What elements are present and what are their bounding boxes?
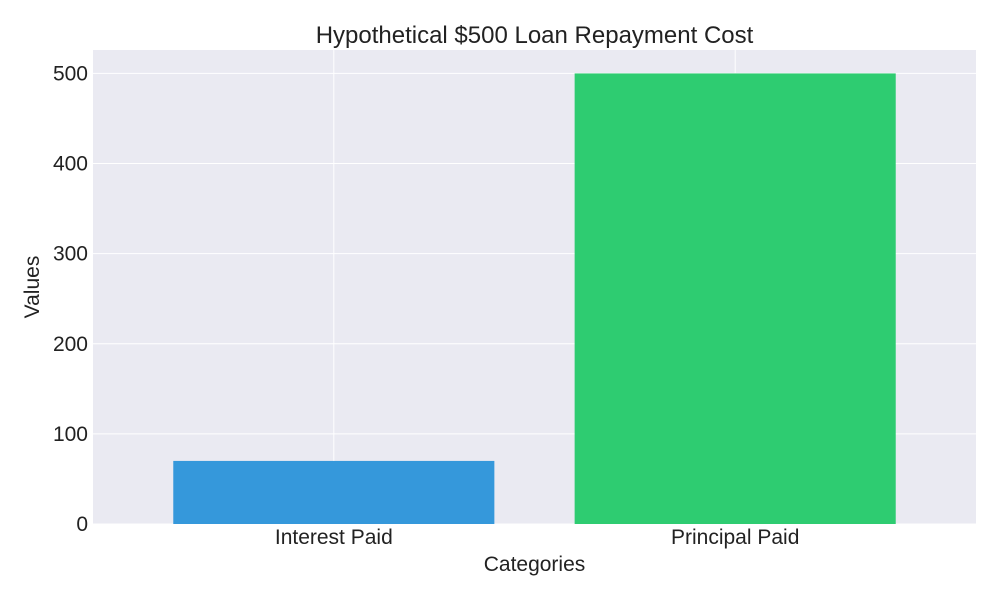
y-tick-label: 100 — [53, 423, 88, 446]
y-axis-label: Values — [21, 256, 44, 319]
bar-interest-paid — [173, 460, 495, 524]
y-tick-label: 400 — [53, 153, 88, 176]
x-tick-label: Interest Paid — [275, 526, 393, 549]
y-tick-label: 200 — [53, 333, 88, 356]
x-tick-label: Principal Paid — [671, 526, 799, 549]
y-tick-label: 500 — [53, 62, 88, 85]
y-tick-label: 300 — [53, 243, 88, 266]
y-tick-label: 0 — [76, 513, 88, 536]
chart-title: Hypothetical $500 Loan Repayment Cost — [316, 22, 754, 49]
x-tick-labels: Interest Paid Principal Paid — [275, 526, 800, 549]
bar-principal-paid — [574, 73, 896, 524]
y-tick-labels: 0 100 200 300 400 500 — [53, 62, 88, 536]
bars — [173, 73, 896, 524]
x-axis-label: Categories — [484, 553, 586, 576]
